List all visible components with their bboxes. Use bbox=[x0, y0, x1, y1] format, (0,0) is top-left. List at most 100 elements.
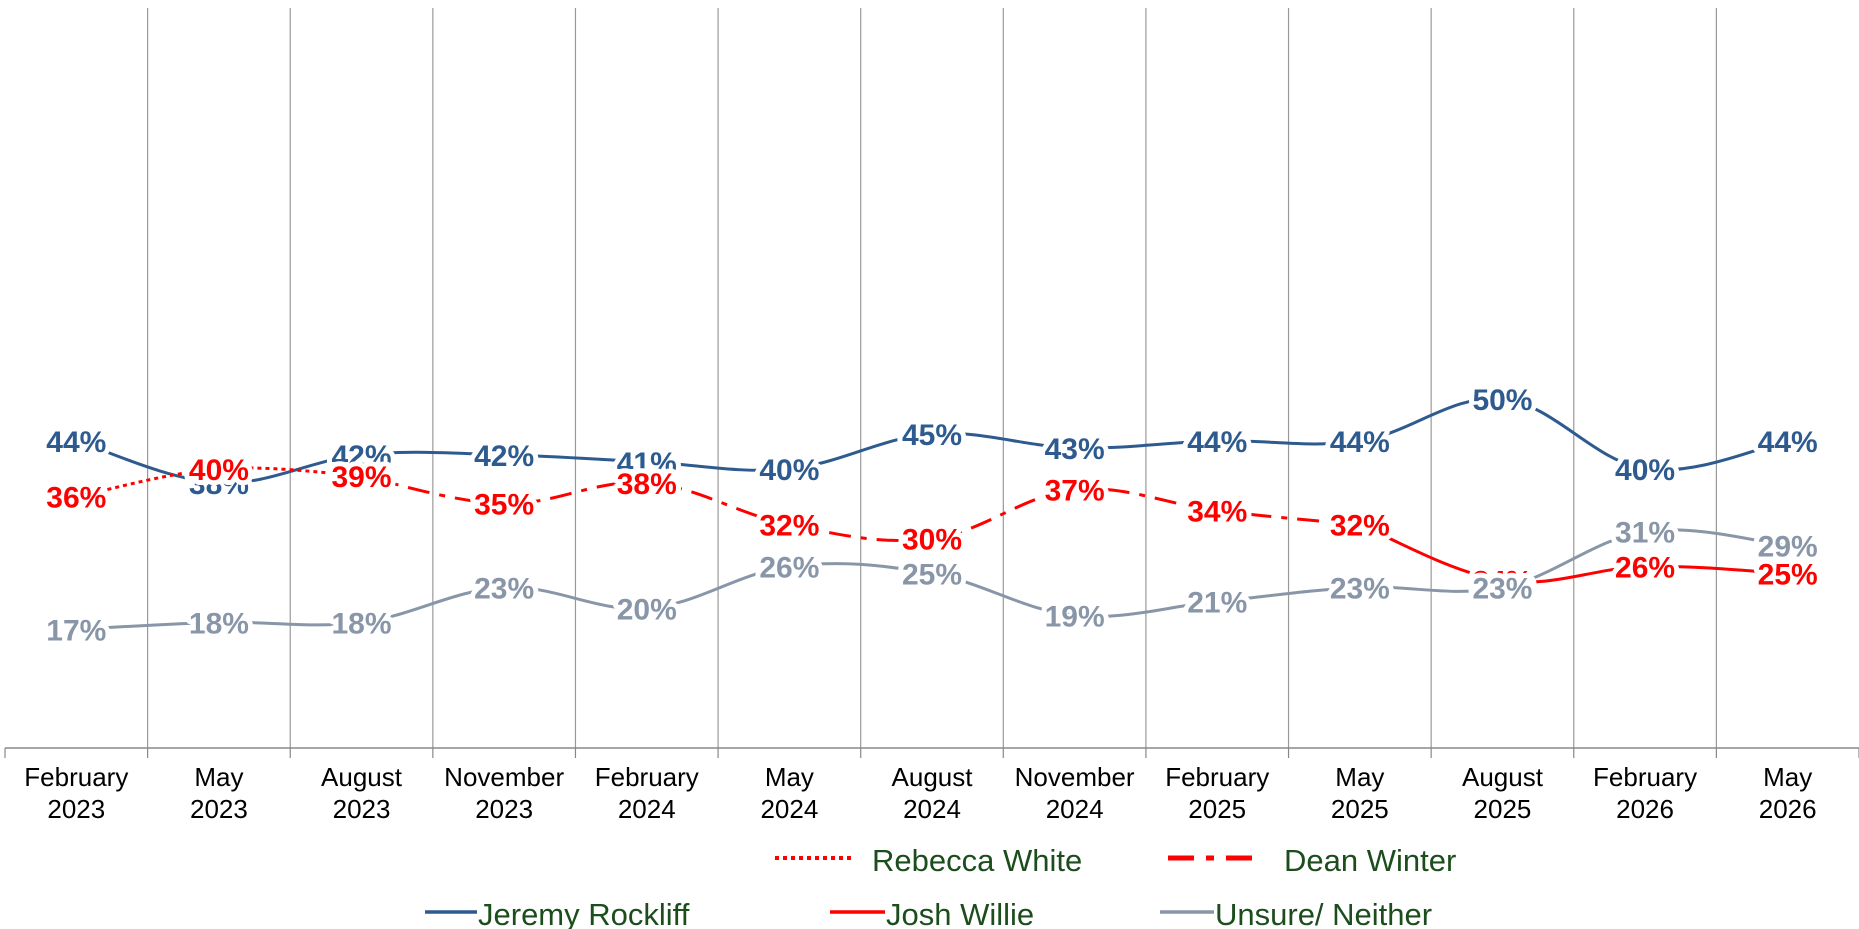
series-line-unsure-neither bbox=[76, 528, 1788, 631]
data-label-jeremy-rockliff: 45% bbox=[902, 419, 962, 452]
x-tick-label: August 2023 bbox=[321, 762, 403, 824]
x-tick-label-line: May bbox=[1763, 762, 1812, 792]
vertical-gridlines bbox=[147, 8, 1717, 748]
data-label-jeremy-rockliff: 44% bbox=[46, 426, 106, 459]
data-label-halo: 40% bbox=[1615, 454, 1675, 487]
data-label-halo: 18% bbox=[189, 607, 249, 640]
data-label-halo: 23% bbox=[474, 572, 534, 605]
x-tick-label: November 2024 bbox=[1015, 762, 1135, 824]
data-label-halo: 19% bbox=[1045, 600, 1105, 633]
x-tick-label-line: 2023 bbox=[475, 794, 533, 824]
series-line-rebecca-white bbox=[76, 466, 362, 499]
data-label-jeremy-rockliff: 40% bbox=[759, 454, 819, 487]
x-tick-label-line: 2024 bbox=[1046, 794, 1104, 824]
data-label-unsure-neither: 21% bbox=[1187, 586, 1247, 619]
legend-label-josh-willie: Josh Willie bbox=[886, 897, 1034, 929]
data-label-jeremy-rockliff: 43% bbox=[1045, 433, 1105, 466]
legend-label-unsure-neither: Unsure/ Neither bbox=[1215, 897, 1432, 929]
series-line-dean-winter bbox=[361, 474, 1360, 543]
data-label-josh-willie: 26% bbox=[1615, 552, 1675, 585]
data-label-dean-winter: 35% bbox=[474, 489, 534, 522]
data-label-halo: 25% bbox=[902, 559, 962, 592]
data-label-unsure-neither: 29% bbox=[1758, 531, 1818, 564]
data-label-halo: 25% bbox=[1758, 559, 1818, 592]
x-tick-label-line: 2023 bbox=[333, 794, 391, 824]
x-tick-label: February 2025 bbox=[1165, 762, 1269, 824]
series-lines bbox=[75, 397, 1788, 631]
data-label-unsure-neither: 23% bbox=[474, 572, 534, 605]
x-tick-label-line: 2023 bbox=[190, 794, 248, 824]
data-label-halo: 34% bbox=[1187, 496, 1247, 529]
data-label-jeremy-rockliff: 40% bbox=[1615, 454, 1675, 487]
data-label-unsure-neither: 19% bbox=[1045, 600, 1105, 633]
x-tick-label: May 2024 bbox=[760, 762, 818, 824]
data-label-unsure-neither: 31% bbox=[1615, 517, 1675, 550]
data-label-halo: 43% bbox=[1045, 433, 1105, 466]
data-label-halo: 42% bbox=[474, 440, 534, 473]
data-label-jeremy-rockliff: 42% bbox=[332, 440, 392, 473]
legend-item-dean-winter[interactable]: Dean Winter bbox=[1168, 843, 1456, 878]
legend: Rebecca White Dean Winter Jeremy Rocklif… bbox=[425, 843, 1456, 929]
data-label-unsure-neither: 18% bbox=[332, 607, 392, 640]
data-label-jeremy-rockliff: 41% bbox=[617, 447, 677, 480]
data-label-halo: 38% bbox=[189, 468, 249, 501]
data-label-unsure-neither: 26% bbox=[759, 552, 819, 585]
data-label-halo: 35% bbox=[474, 489, 534, 522]
data-label-halo: 17% bbox=[46, 614, 106, 647]
data-label-halo: 38% bbox=[617, 468, 677, 501]
data-label-halo: 32% bbox=[1330, 510, 1390, 543]
data-label-jeremy-rockliff: 38% bbox=[189, 468, 249, 501]
x-tick-label: November 2023 bbox=[444, 762, 564, 824]
x-tick-label: February 2026 bbox=[1593, 762, 1697, 824]
data-label-halo: 40% bbox=[759, 454, 819, 487]
x-tick-label-line: 2023 bbox=[47, 794, 105, 824]
x-tick-label: May 2025 bbox=[1331, 762, 1389, 824]
series-line-josh-willie bbox=[1359, 523, 1788, 584]
data-label-rebecca-white: 39% bbox=[332, 461, 392, 494]
data-label-rebecca-white: 36% bbox=[46, 482, 106, 515]
x-tick-label-line: August bbox=[892, 762, 974, 792]
data-label-halo: 44% bbox=[1187, 426, 1247, 459]
x-tick-label-line: 2024 bbox=[760, 794, 818, 824]
x-tick-label: February 2024 bbox=[595, 762, 699, 824]
legend-label-rebecca-white: Rebecca White bbox=[872, 843, 1082, 878]
x-tick-label-line: May bbox=[1335, 762, 1384, 792]
data-label-halo: 24% bbox=[1472, 565, 1532, 598]
x-tick-label: August 2024 bbox=[892, 762, 974, 824]
data-label-dean-winter: 37% bbox=[1045, 475, 1105, 508]
data-label-dean-winter: 38% bbox=[617, 468, 677, 501]
data-label-halo: 45% bbox=[902, 419, 962, 452]
data-label-halo: 20% bbox=[617, 593, 677, 626]
data-label-halo: 39% bbox=[332, 461, 392, 494]
x-tick-label-line: 2025 bbox=[1188, 794, 1246, 824]
x-tick-label-line: 2024 bbox=[618, 794, 676, 824]
x-tick-label-line: November bbox=[444, 762, 564, 792]
data-label-dean-winter: 32% bbox=[1330, 510, 1390, 543]
data-label-halo: 50% bbox=[1472, 384, 1532, 417]
legend-item-rebecca-white[interactable]: Rebecca White bbox=[775, 843, 1082, 878]
x-tick-label-line: 2024 bbox=[903, 794, 961, 824]
data-label-halo: 29% bbox=[1758, 531, 1818, 564]
x-tick-label-line: May bbox=[194, 762, 243, 792]
data-label-halo: 44% bbox=[1330, 426, 1390, 459]
data-label-halo: 44% bbox=[46, 426, 106, 459]
x-tick-label-line: August bbox=[321, 762, 403, 792]
data-label-halo: 44% bbox=[1758, 426, 1818, 459]
data-label-halo: 18% bbox=[332, 607, 392, 640]
data-label-halo: 37% bbox=[1045, 475, 1105, 508]
data-label-halo: 31% bbox=[1615, 517, 1675, 550]
x-tick-label-line: February bbox=[1165, 762, 1269, 792]
data-label-halo: 32% bbox=[759, 510, 819, 543]
legend-item-josh-willie[interactable]: Josh Willie bbox=[830, 897, 1034, 929]
data-label-jeremy-rockliff: 44% bbox=[1187, 426, 1247, 459]
data-label-unsure-neither: 17% bbox=[46, 614, 106, 647]
x-tick-label-line: February bbox=[595, 762, 699, 792]
legend-item-unsure-neither[interactable]: Unsure/ Neither bbox=[1160, 897, 1432, 929]
series-line-jeremy-rockliff bbox=[75, 397, 1788, 485]
data-label-dean-winter: 30% bbox=[902, 524, 962, 557]
x-tick-label-line: 2026 bbox=[1616, 794, 1674, 824]
x-tick-label: February 2023 bbox=[24, 762, 128, 824]
data-label-halo: 23% bbox=[1472, 572, 1532, 605]
legend-item-jeremy-rockliff[interactable]: Jeremy Rockliff bbox=[425, 897, 690, 929]
